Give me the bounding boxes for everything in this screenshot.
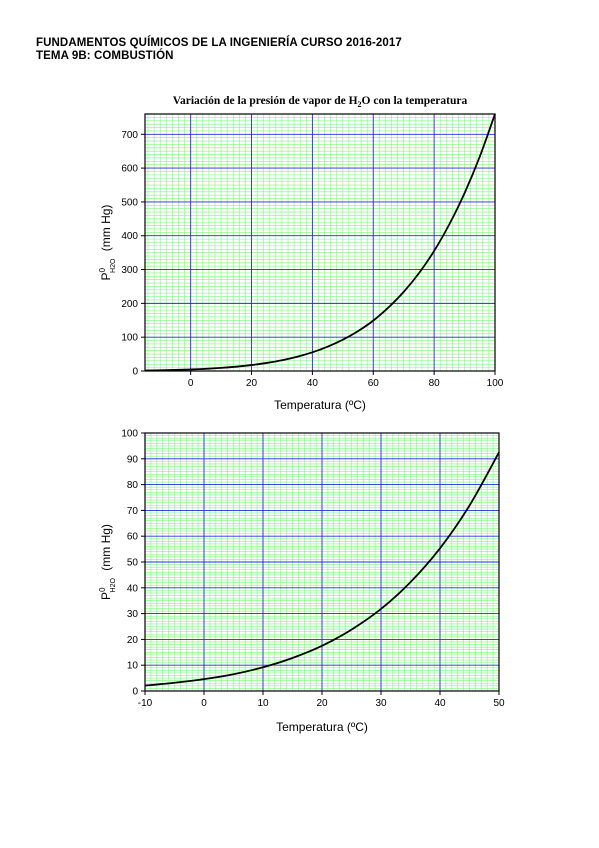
title-part: O con la temperatura: [362, 95, 468, 107]
x-axis-label: Temperatura (ºC): [274, 398, 366, 412]
x-tick-label: 0: [188, 378, 194, 389]
y-label-unit: (mm Hg): [99, 205, 113, 255]
x-tick-label: 40: [307, 378, 319, 389]
y-tick-label: 0: [132, 687, 138, 698]
x-tick-label: 0: [201, 698, 207, 709]
y-tick-label: 90: [127, 454, 139, 465]
chart-2: -10 0 10 20 30 40 500102030405060708090100Temp…: [98, 429, 505, 735]
y-tick-label: 700: [121, 130, 138, 141]
x-tick-label: 20: [316, 698, 328, 709]
vapor-pressure-curve: [144, 451, 500, 687]
y-tick-label: 200: [121, 299, 138, 310]
x-tick-label: 20: [246, 378, 258, 389]
y-label-unit: (mm Hg): [99, 524, 113, 574]
document-header: FUNDAMENTOS QUÍMICOS DE LA INGENIERÍA CU…: [36, 37, 402, 63]
y-label-superscript: 0: [98, 587, 107, 592]
title-subscript: 2: [358, 100, 362, 109]
x-axis-label: Temperatura (ºC): [276, 720, 368, 734]
y-label-symbol: P: [99, 592, 113, 600]
chart-title: Variación de la presión de vapor de H2O …: [173, 95, 468, 109]
y-tick-label: 300: [121, 265, 138, 276]
y-tick-label: 70: [127, 506, 139, 517]
header-topic-line: TEMA 9B: COMBUSTIÓN: [36, 50, 174, 62]
y-tick-label: 40: [127, 583, 139, 594]
axis-ticks: [141, 133, 496, 375]
y-axis-label: P0 H2O (mm Hg): [98, 205, 117, 281]
y-label-subscript: H2O: [110, 578, 117, 593]
axis-ticks: [141, 432, 500, 695]
y-tick-label: 80: [127, 480, 139, 491]
y-tick-label: 500: [121, 197, 138, 208]
plot-frame: [144, 113, 496, 372]
vapor-pressure-curve: [144, 113, 496, 372]
y-tick-label: 100: [121, 429, 138, 440]
y-tick-label: 50: [127, 558, 139, 569]
x-tick-label: 80: [429, 378, 441, 389]
y-tick-label: 400: [121, 231, 138, 242]
y-label-subscript: H2O: [110, 258, 117, 273]
x-tick-label: -10: [138, 698, 153, 709]
y-tick-label: 600: [121, 164, 138, 175]
x-tick-label: 100: [487, 378, 504, 389]
y-label-superscript: 0: [98, 267, 107, 272]
x-tick-label: 50: [493, 698, 505, 709]
y-label-symbol: P: [99, 272, 113, 280]
y-tick-label: 10: [127, 661, 139, 672]
y-tick-label: 60: [127, 532, 139, 543]
x-tick-label: 30: [375, 698, 387, 709]
x-tick-label: 60: [368, 378, 380, 389]
y-axis-label: P0 H2O (mm Hg): [98, 524, 117, 600]
y-tick-label: 0: [132, 367, 138, 378]
header-course-line: FUNDAMENTOS QUÍMICOS DE LA INGENIERÍA CU…: [36, 37, 402, 49]
y-tick-label: 30: [127, 609, 139, 620]
x-tick-label: 40: [434, 698, 446, 709]
y-tick-label: 20: [127, 635, 139, 646]
x-tick-label: 10: [257, 698, 269, 709]
chart-1: 0 20 40 60 80 1000100200300400500600700Temper…: [98, 95, 504, 412]
y-tick-label: 100: [121, 333, 138, 344]
title-part: Variación de la presión de vapor de H: [173, 95, 358, 107]
